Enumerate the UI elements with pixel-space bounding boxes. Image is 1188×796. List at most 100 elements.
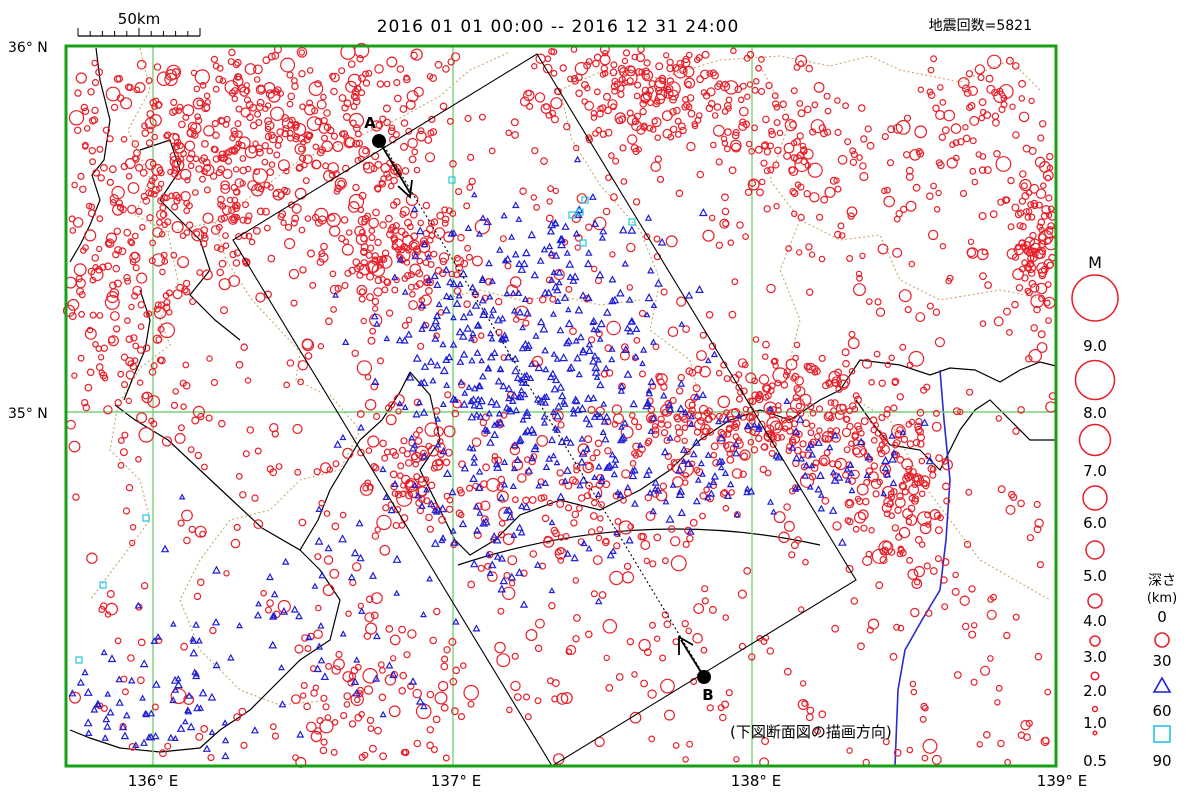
- quake-shallow: [380, 162, 391, 174]
- quake-shallow: [159, 322, 176, 339]
- quake-shallow: [132, 264, 140, 272]
- quake-shallow: [396, 490, 413, 507]
- quake-shallow: [712, 124, 725, 137]
- quake-shallow: [233, 201, 241, 210]
- quake-mid: [561, 477, 569, 484]
- magnitude-legend: M 9.08.07.06.05.04.03.02.01.00.5: [1071, 253, 1119, 770]
- quake-shallow: [874, 429, 882, 437]
- quake-mid: [488, 335, 496, 342]
- quake-shallow: [623, 562, 632, 571]
- quake-shallow: [402, 231, 409, 238]
- quake-mid: [466, 444, 474, 451]
- quake-mid: [127, 676, 136, 684]
- quake-shallow: [298, 154, 307, 162]
- quake-shallow: [994, 699, 1001, 706]
- quake-shallow: [182, 279, 191, 288]
- quake-mid: [644, 293, 654, 302]
- quake-shallow: [963, 88, 972, 97]
- quake-deep: [99, 581, 107, 589]
- depth-label-30: 30: [1152, 652, 1171, 670]
- quake-shallow: [759, 465, 768, 474]
- quake-mid: [555, 268, 564, 276]
- quake-mid: [472, 502, 480, 510]
- quake-mid: [115, 675, 124, 683]
- quake-shallow: [502, 586, 516, 601]
- quake-shallow: [480, 500, 491, 511]
- quake-shallow: [648, 621, 656, 629]
- quake-shallow: [1046, 164, 1054, 172]
- quake-shallow: [590, 590, 598, 598]
- quake-shallow: [565, 648, 573, 656]
- quake-shallow: [343, 701, 351, 708]
- quake-shallow: [715, 241, 724, 249]
- quake-shallow: [820, 195, 829, 204]
- quake-shallow: [1017, 499, 1025, 508]
- quake-shallow: [852, 283, 866, 297]
- quake-mid: [102, 715, 111, 723]
- quake-mid: [580, 539, 588, 547]
- quake-shallow: [451, 707, 459, 716]
- quake-mid: [627, 318, 636, 325]
- quake-mid: [614, 488, 622, 496]
- quake-shallow: [745, 140, 753, 148]
- quake-shallow: [314, 727, 322, 735]
- quake-shallow: [969, 115, 980, 126]
- quake-shallow: [614, 517, 622, 525]
- quake-shallow: [895, 209, 903, 218]
- quake-shallow: [158, 749, 167, 758]
- quake-shallow: [1003, 631, 1011, 640]
- quake-shallow: [140, 192, 148, 201]
- quake-mid: [880, 490, 888, 497]
- quake-shallow: [254, 110, 262, 118]
- quake-shallow: [542, 536, 555, 548]
- quake-mid: [475, 467, 484, 475]
- quake-mid: [589, 356, 598, 365]
- quake-mid: [459, 312, 469, 321]
- quake-mid: [433, 361, 442, 369]
- quake-shallow: [656, 175, 665, 183]
- quake-shallow: [441, 219, 449, 227]
- quake-shallow: [347, 60, 356, 68]
- quake-shallow: [498, 520, 506, 527]
- quake-shallow: [825, 379, 832, 387]
- quake-mid: [189, 648, 199, 657]
- quake-mid: [707, 489, 716, 497]
- quake-mid: [553, 355, 561, 362]
- quake-mid: [726, 480, 735, 488]
- quake-shallow: [924, 511, 932, 519]
- quake-shallow: [886, 159, 895, 167]
- quake-shallow: [597, 515, 604, 522]
- quake-shallow: [610, 103, 617, 111]
- quake-mid: [639, 360, 646, 367]
- quake-deep: [628, 218, 636, 226]
- quake-shallow: [426, 726, 434, 734]
- quake-shallow: [653, 635, 661, 642]
- quake-shallow: [433, 227, 446, 239]
- quake-shallow: [842, 102, 849, 110]
- quake-shallow: [313, 629, 323, 639]
- quake-shallow: [457, 712, 466, 721]
- quake-mid: [597, 476, 606, 485]
- quake-shallow: [235, 105, 243, 113]
- quake-shallow: [348, 112, 365, 129]
- quake-shallow: [370, 463, 378, 471]
- quake-shallow: [878, 379, 886, 387]
- quake-shallow: [335, 650, 343, 659]
- quake-mid: [315, 505, 323, 512]
- quake-shallow: [847, 212, 855, 220]
- quake-shallow: [164, 131, 172, 139]
- quake-shallow: [670, 555, 687, 572]
- quake-shallow: [769, 420, 783, 434]
- quake-shallow: [639, 107, 647, 116]
- quake-shallow: [220, 183, 231, 194]
- quake-shallow: [233, 144, 241, 152]
- quake-mid: [457, 378, 465, 385]
- quake-shallow: [762, 115, 770, 124]
- quake-shallow: [605, 684, 614, 692]
- quake-shallow: [882, 540, 892, 551]
- quake-shallow: [347, 200, 360, 213]
- quake-shallow: [650, 161, 661, 172]
- quake-shallow: [114, 637, 122, 645]
- quake-shallow: [965, 388, 974, 396]
- quake-shallow: [783, 503, 791, 511]
